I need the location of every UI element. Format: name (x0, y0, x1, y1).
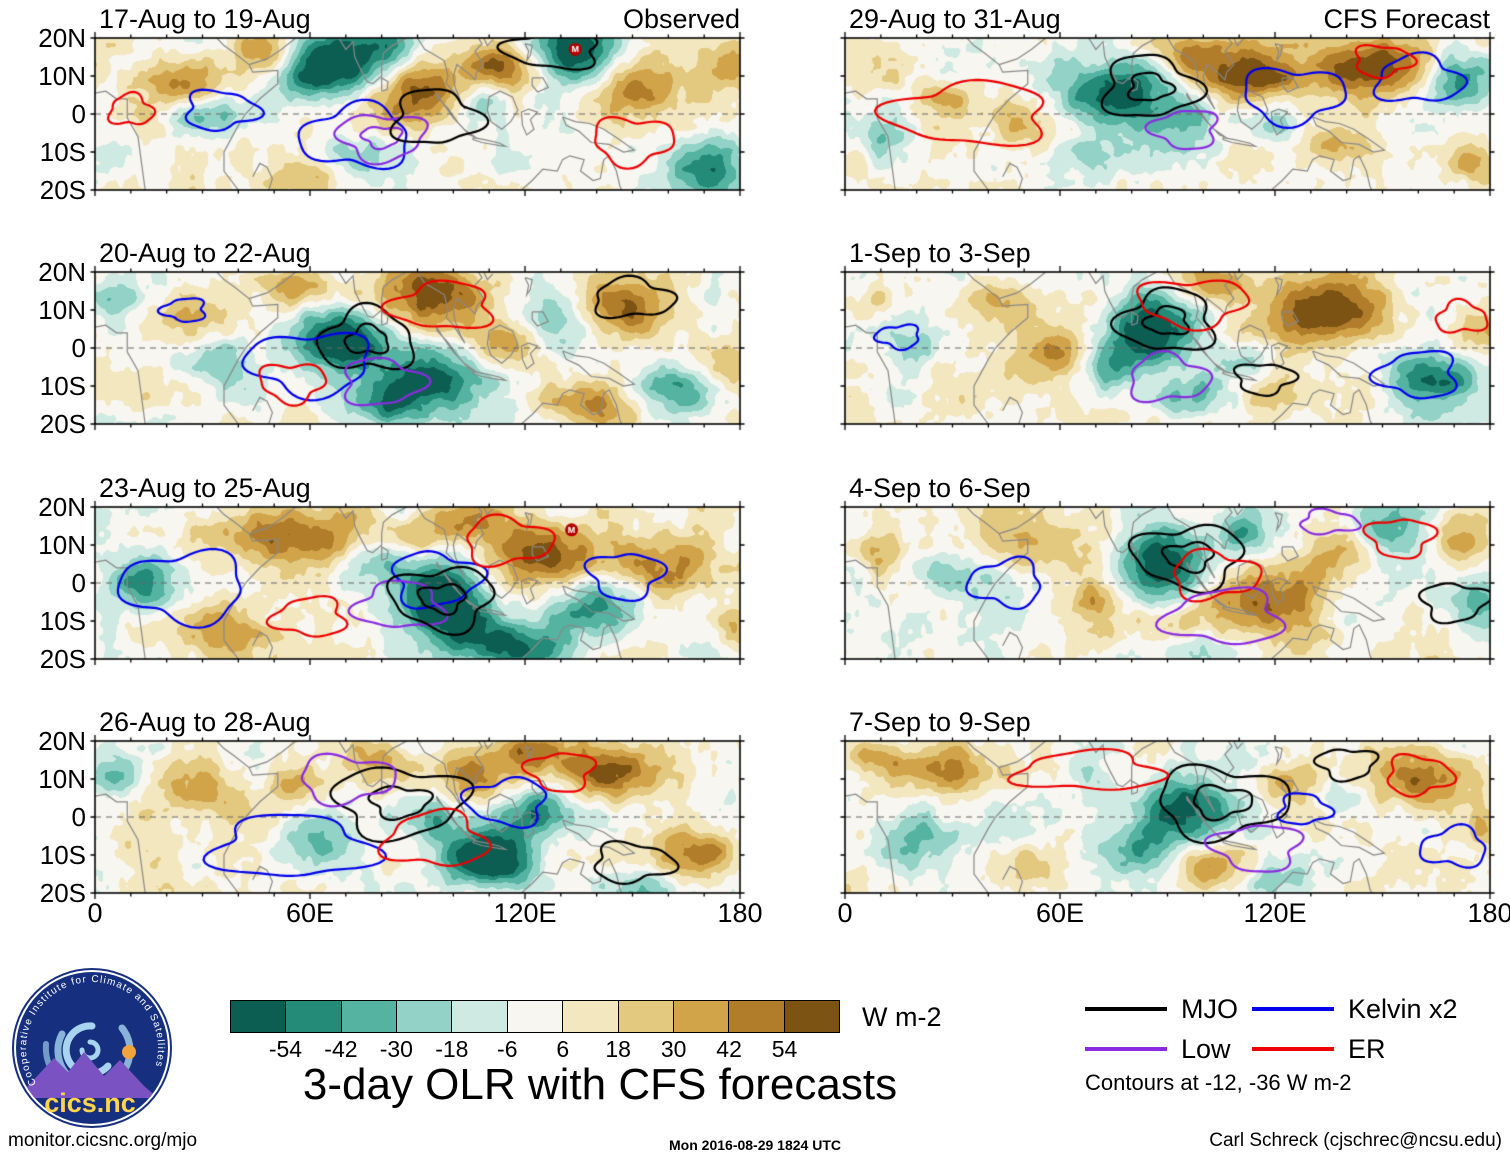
x-axis-label: 180 (717, 898, 763, 928)
panel-title: 1-Sep to 3-Sep (849, 238, 1031, 268)
er-line-sample (1252, 1047, 1334, 1051)
y-axis-label: 20S (39, 175, 86, 205)
x-axis-label: 60E (1035, 898, 1085, 928)
legend-label: ER (1348, 1033, 1386, 1064)
colorbar-cell (230, 1000, 287, 1033)
panel-title: 20-Aug to 22-Aug (99, 238, 311, 268)
colorbar-tick-label: 30 (660, 1036, 687, 1062)
panel-map-canvas (87, 499, 748, 667)
panel-title: 23-Aug to 25-Aug (99, 473, 311, 503)
panel-title: 29-Aug to 31-Aug (849, 4, 1061, 34)
x-axis-label: 120E (1243, 898, 1307, 928)
colorbar-tick-label: -42 (324, 1036, 358, 1062)
colorbar-cell (783, 1000, 840, 1033)
y-axis-label: 20S (39, 878, 86, 908)
panel-map-canvas (837, 733, 1498, 901)
x-axis-label: 0 (87, 898, 103, 928)
legend-label: Low (1181, 1033, 1231, 1064)
y-axis-label: 10N (38, 61, 86, 91)
y-axis-label: 20N (38, 23, 86, 53)
y-axis-label: 10N (38, 764, 86, 794)
panel-map-canvas (87, 264, 748, 432)
logo-sun-icon (122, 1045, 136, 1059)
panel-map-canvas (837, 264, 1498, 432)
legend-label: MJO (1181, 993, 1238, 1024)
legend-item-kelvin: Kelvin x2 (1252, 994, 1458, 1024)
logo-wordmark: cics.nc (44, 1088, 136, 1118)
legend-item-er: ER (1252, 1034, 1386, 1064)
y-axis-label: 10S (39, 137, 86, 167)
colorbar (230, 1000, 840, 1033)
y-axis-label: 20N (38, 257, 86, 287)
mjo-line-sample (1085, 1007, 1167, 1011)
x-axis-label: 60E (285, 898, 335, 928)
panel-title: 17-Aug to 19-Aug (99, 4, 311, 34)
y-axis-label: 10N (38, 295, 86, 325)
panel-title: 26-Aug to 28-Aug (99, 707, 311, 737)
colorbar-units-label: W m-2 (862, 1002, 942, 1032)
colorbar-cell (396, 1000, 453, 1033)
footer-credit: Carl Schreck (cjschrec@ncsu.edu) (1209, 1130, 1502, 1151)
x-axis-label: 0 (837, 898, 853, 928)
colorbar-tick-label: 54 (771, 1036, 798, 1062)
panel-map-canvas (837, 30, 1498, 198)
x-axis-label: 180 (1467, 898, 1510, 928)
colorbar-tick-label: 6 (556, 1036, 570, 1062)
y-axis-label: 20S (39, 409, 86, 439)
colorbar-cell (672, 1000, 730, 1033)
y-axis-label: 20S (39, 644, 86, 674)
panel-map-canvas (837, 499, 1498, 667)
footer-timestamp: Mon 2016-08-29 1824 UTC (669, 1137, 841, 1153)
y-axis-label: 0 (71, 99, 86, 129)
colorbar-tick-label: -54 (268, 1036, 303, 1062)
cics-nc-logo: Cooperative Institute for Climate and Sa… (12, 968, 172, 1128)
colorbar-cell (340, 1000, 398, 1033)
low-line-sample (1085, 1047, 1167, 1051)
legend-item-mjo: MJO (1085, 994, 1238, 1024)
colorbar-tick-label: -18 (435, 1036, 469, 1062)
y-axis-label: 0 (71, 568, 86, 598)
y-axis-label: 10S (39, 840, 86, 870)
kelvin-line-sample (1252, 1007, 1334, 1011)
colorbar-cell (451, 1000, 508, 1033)
colorbar-cell (728, 1000, 785, 1033)
y-axis-label: 0 (71, 333, 86, 363)
legend-label: Kelvin x2 (1348, 993, 1458, 1024)
colorbar-tick-label: -30 (379, 1036, 413, 1062)
panel-title: 4-Sep to 6-Sep (849, 473, 1031, 503)
legend-item-low: Low (1085, 1034, 1231, 1064)
colorbar-tick-label: -6 (497, 1036, 518, 1062)
colorbar-cell (506, 1000, 564, 1033)
logo-mountains-icon (26, 1052, 158, 1098)
panel-title: 7-Sep to 9-Sep (849, 707, 1031, 737)
y-axis-label: 10S (39, 606, 86, 636)
x-axis-label: 120E (493, 898, 557, 928)
colorbar-tick-label: 42 (716, 1036, 742, 1062)
colorbar-cell (285, 1000, 342, 1033)
column-header: Observed (622, 4, 740, 34)
y-axis-label: 10N (38, 530, 86, 560)
contour-levels-note: Contours at -12, -36 W m-2 (1085, 1070, 1352, 1095)
y-axis-label: 20N (38, 492, 86, 522)
colorbar-cell (617, 1000, 674, 1033)
figure-main-title: 3-day OLR with CFS forecasts (302, 1060, 898, 1109)
panel-map-canvas (87, 733, 748, 901)
y-axis-label: 0 (71, 802, 86, 832)
y-axis-label: 10S (39, 371, 86, 401)
y-axis-label: 20N (38, 726, 86, 756)
panel-map-canvas (87, 30, 748, 198)
footer-url: monitor.cicsnc.org/mjo (8, 1130, 198, 1151)
colorbar-cell (562, 1000, 619, 1033)
colorbar-tick-label: 18 (605, 1036, 631, 1062)
column-header: CFS Forecast (1323, 4, 1490, 34)
